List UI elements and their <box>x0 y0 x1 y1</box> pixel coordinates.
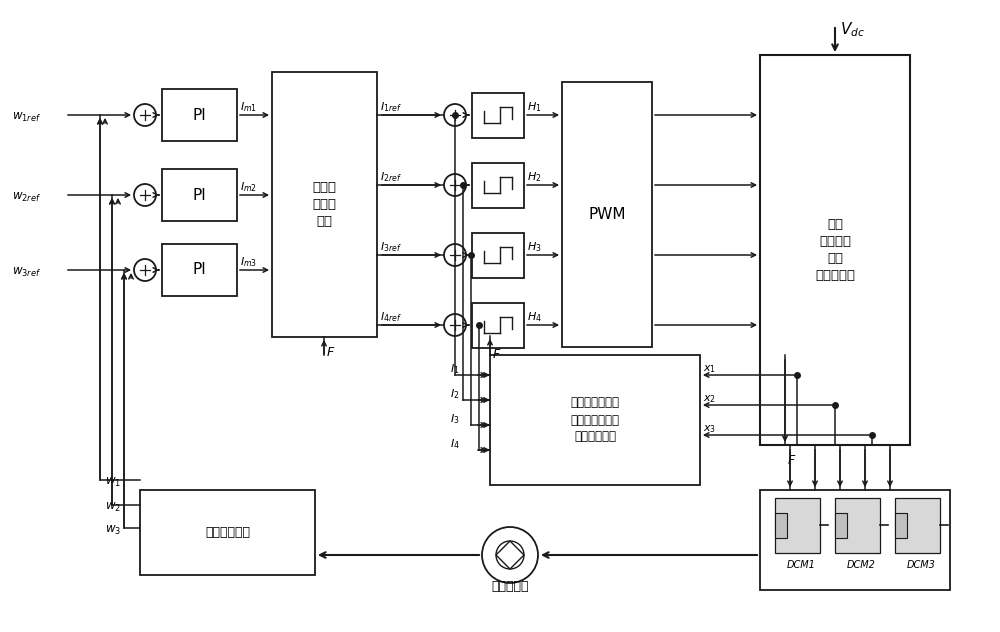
Bar <box>835 498 880 553</box>
Text: $w_{3ref}$: $w_{3ref}$ <box>12 265 41 279</box>
Circle shape <box>482 527 538 583</box>
Bar <box>490 355 700 485</box>
Text: DCM3: DCM3 <box>907 560 935 570</box>
Polygon shape <box>496 541 524 569</box>
Bar <box>895 513 907 538</box>
Text: PI: PI <box>193 262 206 277</box>
Bar <box>472 163 524 208</box>
Bar <box>272 72 377 337</box>
Circle shape <box>444 104 466 126</box>
Text: $x_3$: $x_3$ <box>703 423 716 435</box>
Text: $H_4$: $H_4$ <box>527 310 542 324</box>
Bar <box>472 93 524 138</box>
Bar <box>472 233 524 278</box>
Text: $w_3$: $w_3$ <box>105 523 121 537</box>
Text: $I_{m2}$: $I_{m2}$ <box>240 180 257 194</box>
Text: $I_{1ref}$: $I_{1ref}$ <box>380 100 402 114</box>
Bar <box>162 244 237 296</box>
Text: $I_3$: $I_3$ <box>450 412 460 426</box>
Text: $H_2$: $H_2$ <box>527 170 542 184</box>
Circle shape <box>496 541 524 569</box>
Bar <box>472 303 524 348</box>
Text: 转速计算模块: 转速计算模块 <box>205 526 250 539</box>
Text: $V_{dc}$: $V_{dc}$ <box>840 21 865 39</box>
Bar <box>835 513 847 538</box>
Bar <box>162 169 237 221</box>
Text: $w_{1ref}$: $w_{1ref}$ <box>12 111 41 123</box>
Circle shape <box>444 244 466 266</box>
Bar <box>140 490 315 575</box>
Text: PI: PI <box>193 188 206 202</box>
Text: $I_{4ref}$: $I_{4ref}$ <box>380 310 402 324</box>
Bar <box>775 513 787 538</box>
Text: $w_2$: $w_2$ <box>105 501 121 514</box>
Text: $I_{m3}$: $I_{m3}$ <box>240 255 257 269</box>
Text: DCM2: DCM2 <box>847 560 875 570</box>
Text: DCM1: DCM1 <box>787 560 815 570</box>
Text: 参考电
流计算
模块: 参考电 流计算 模块 <box>312 181 336 228</box>
Text: $I_2$: $I_2$ <box>450 387 459 401</box>
Text: $I_{3ref}$: $I_{3ref}$ <box>380 240 402 254</box>
Text: 位置传感器: 位置传感器 <box>491 581 529 593</box>
Circle shape <box>134 184 156 206</box>
Bar <box>162 89 237 141</box>
Bar <box>895 498 940 553</box>
Text: $x_1$: $x_1$ <box>703 363 716 375</box>
Text: F: F <box>788 454 795 466</box>
Text: $H_3$: $H_3$ <box>527 240 542 254</box>
Circle shape <box>444 314 466 336</box>
Bar <box>760 55 910 445</box>
Text: F: F <box>493 348 500 362</box>
Text: $I_1$: $I_1$ <box>450 362 460 376</box>
Text: $I_{m1}$: $I_{m1}$ <box>240 100 257 114</box>
Text: $w_{2ref}$: $w_{2ref}$ <box>12 190 41 204</box>
Text: $H_1$: $H_1$ <box>527 100 542 114</box>
Text: $I_4$: $I_4$ <box>450 437 460 451</box>
Circle shape <box>134 104 156 126</box>
Circle shape <box>134 259 156 281</box>
Bar <box>775 498 820 553</box>
Text: 四相
电压源型
容错
逆变器模块: 四相 电压源型 容错 逆变器模块 <box>815 218 855 282</box>
Bar <box>562 82 652 347</box>
Text: $w_1$: $w_1$ <box>105 475 121 489</box>
Text: $I_{2ref}$: $I_{2ref}$ <box>380 170 402 184</box>
Text: F: F <box>327 346 334 358</box>
Text: PI: PI <box>193 107 206 123</box>
Bar <box>760 490 950 590</box>
Text: 电流重构计算、
故障检测和容错
控制策略模块: 电流重构计算、 故障检测和容错 控制策略模块 <box>570 396 620 444</box>
Text: PWM: PWM <box>588 207 626 222</box>
Text: $x_2$: $x_2$ <box>703 393 716 405</box>
Circle shape <box>444 174 466 196</box>
